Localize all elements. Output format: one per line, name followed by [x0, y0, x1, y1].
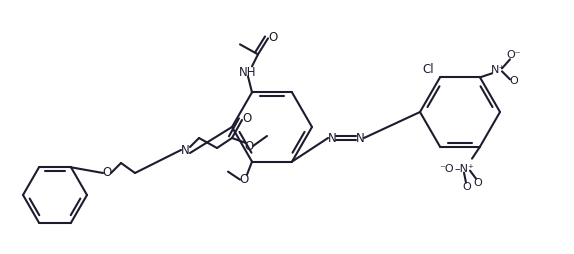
Text: O⁻: O⁻ [507, 50, 521, 60]
Text: N: N [181, 144, 189, 156]
Text: O: O [474, 178, 482, 188]
Text: Cl: Cl [422, 63, 434, 76]
Text: –N⁺: –N⁺ [454, 164, 474, 174]
Text: O: O [245, 139, 254, 152]
Text: NH: NH [239, 66, 257, 79]
Text: O: O [242, 113, 251, 125]
Text: N: N [328, 132, 336, 145]
Text: O: O [463, 182, 471, 192]
Text: ⁻O: ⁻O [439, 164, 454, 174]
Text: N: N [356, 132, 364, 145]
Text: O: O [102, 167, 111, 180]
Text: N⁺: N⁺ [491, 65, 505, 75]
Text: O: O [269, 31, 278, 44]
Text: O: O [239, 173, 249, 186]
Text: O: O [510, 76, 518, 86]
